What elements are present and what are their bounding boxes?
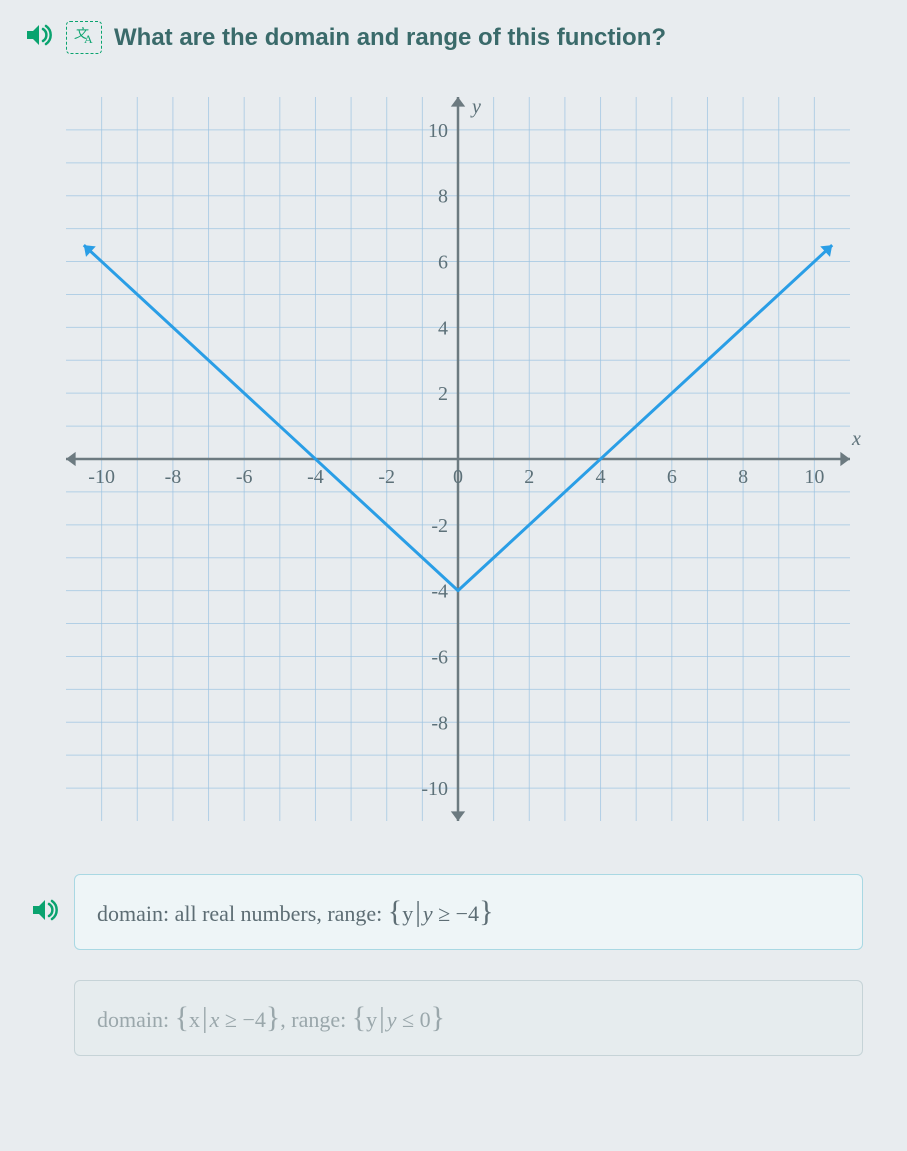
svg-text:6: 6 xyxy=(438,252,448,274)
svg-text:A: A xyxy=(84,32,93,46)
speaker-icon[interactable] xyxy=(30,895,60,930)
svg-text:-4: -4 xyxy=(431,581,448,603)
svg-text:2: 2 xyxy=(438,383,448,405)
answer-row-0: domain: all real numbers, range: {y|y ≥ … xyxy=(30,874,863,950)
svg-text:-2: -2 xyxy=(378,466,395,488)
answer-option-1[interactable]: domain: {x|x ≥ −4}, range: {y|y ≤ 0} xyxy=(74,980,863,1056)
svg-text:-6: -6 xyxy=(236,466,253,488)
question-text: What are the domain and range of this fu… xyxy=(114,24,666,52)
chart-svg: -10 -8 -6 -4 -2 0 2 4 6 8 10 -10 -8 -6 -4 -2 2 4 6 8 10 x y xyxy=(48,79,868,839)
svg-text:10: 10 xyxy=(804,466,824,488)
question-row: 文 A What are the domain and range of thi… xyxy=(24,20,883,55)
svg-text:y: y xyxy=(470,96,481,118)
svg-text:0: 0 xyxy=(453,466,463,488)
svg-text:10: 10 xyxy=(428,120,448,142)
svg-text:8: 8 xyxy=(738,466,748,488)
svg-text:-6: -6 xyxy=(431,646,448,668)
svg-text:-10: -10 xyxy=(421,778,448,800)
answer-option-0[interactable]: domain: all real numbers, range: {y|y ≥ … xyxy=(74,874,863,950)
svg-text:-8: -8 xyxy=(431,712,448,734)
svg-text:6: 6 xyxy=(667,466,677,488)
speaker-icon[interactable] xyxy=(24,20,54,55)
translate-icon[interactable]: 文 A xyxy=(66,21,102,54)
function-graph: -10 -8 -6 -4 -2 0 2 4 6 8 10 -10 -8 -6 -4 -2 2 4 6 8 10 x y xyxy=(48,79,883,844)
svg-text:x: x xyxy=(851,428,861,450)
svg-text:-2: -2 xyxy=(431,515,448,537)
svg-text:4: 4 xyxy=(596,466,606,488)
svg-text:-8: -8 xyxy=(165,466,182,488)
svg-text:8: 8 xyxy=(438,186,448,208)
svg-text:2: 2 xyxy=(524,466,534,488)
svg-text:-4: -4 xyxy=(307,466,324,488)
svg-text:4: 4 xyxy=(438,317,448,339)
answer-row-1: domain: {x|x ≥ −4}, range: {y|y ≤ 0} xyxy=(30,980,863,1056)
svg-text:-10: -10 xyxy=(88,466,115,488)
